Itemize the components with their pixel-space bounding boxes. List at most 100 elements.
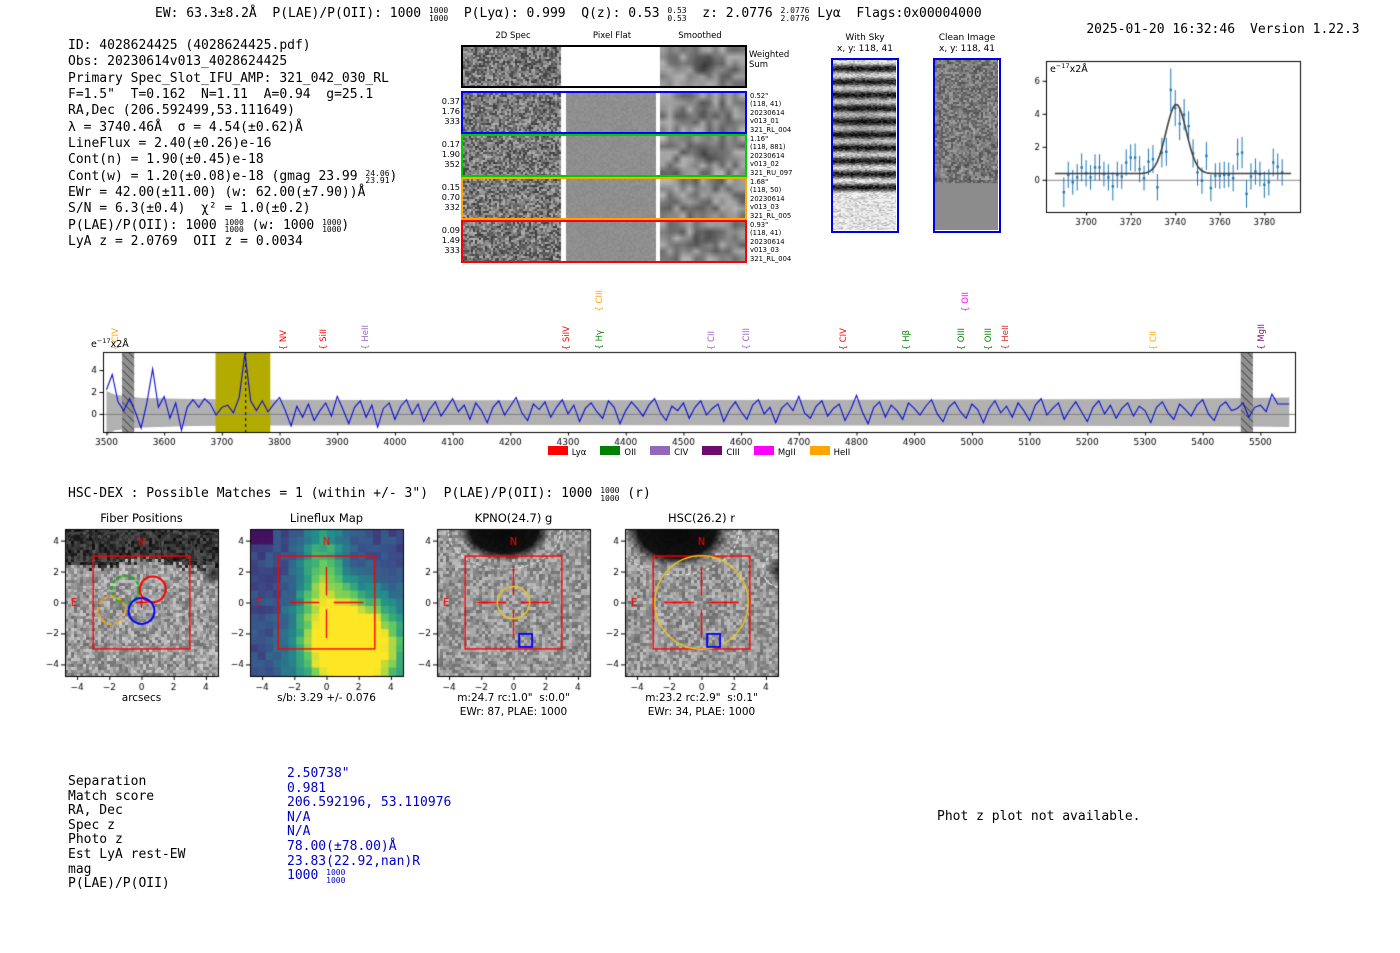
- spec2d-row-left-stats: 0.15 0.70 332: [441, 182, 460, 212]
- cutout-title-fiber-positions: Fiber Positions: [100, 511, 183, 525]
- report-timestamp: 2025-01-20 16:32:46: [1086, 22, 1236, 38]
- match-label-radec: RA, Dec: [68, 803, 123, 819]
- line-fit-ylabel: e−17x2Å: [1050, 62, 1088, 76]
- info-line-seeing: F=1.5" T=0.162 N=1.11 A=0.94 g=25.1: [68, 87, 374, 103]
- col-header-pixel-flat: Pixel Flat: [592, 31, 632, 41]
- spec2d-row-image: [463, 93, 745, 132]
- match-value-est-ew: 78.00(±78.00)Å: [287, 838, 397, 854]
- spec2d-row: [461, 91, 747, 134]
- match-label-specz: Spec z: [68, 817, 115, 833]
- match-value-score: 0.981: [287, 780, 327, 796]
- legend-swatch: [600, 446, 621, 455]
- summary-header-line: EW: 63.3±8.2Å P(LAE)/P(OII): 1000 1000 10…: [155, 5, 982, 23]
- legend-item-lyα: Lyα: [547, 446, 586, 458]
- info-line-cont-w: Cont(w) = 1.20(±0.08)e-18 (gmag 23.99 24…: [68, 168, 398, 186]
- spec2d-row: [461, 134, 747, 177]
- legend-item-heii: HeII: [809, 446, 850, 458]
- col-header-2d-spec: 2D Spec: [495, 31, 531, 41]
- info-line-cont-n: Cont(n) = 1.90(±0.45)e-18: [68, 152, 264, 168]
- spec2d-row: [461, 177, 747, 220]
- match-table-values: 2.50738" 0.981 206.592196, 53.110976 N/A…: [287, 766, 452, 885]
- cutout-title-kpno: KPNO(24.7) g: [474, 511, 553, 525]
- spec2d-row-left-stats: 0.17 1.90 352: [441, 139, 460, 169]
- match-label-score: Match score: [68, 788, 155, 804]
- legend-swatch: [650, 446, 671, 455]
- fiber-positions-xlabel: arcsecs: [121, 692, 162, 704]
- spectrum-legend: Lyα OII CIV CIII MgII HeII: [88, 446, 1310, 458]
- report-meta: 2025-01-20 16:32:46 Version 1.22.3: [1055, 6, 1360, 55]
- info-line-ewr: EWr = 42.00(±11.00) (w: 62.00(±7.90))Å: [68, 185, 366, 201]
- info-line-obs: Obs: 20230614v013_4028624425: [68, 54, 288, 70]
- spec2d-row-left-stats: 0.37 1.76 333: [441, 96, 460, 126]
- info-line-id: ID: 4028624425 (4028624425.pdf): [68, 38, 311, 53]
- full-spectrum-plot: [88, 342, 1310, 462]
- fiber-positions-cutout: [39, 527, 225, 693]
- hsc-aperture-label: m:23.2 rc:2.9" s:0.1": [645, 692, 758, 704]
- legend-swatch: [809, 446, 830, 455]
- weighted-sum-image: [463, 47, 745, 86]
- match-label-photoz: Photo z: [68, 832, 123, 848]
- hsc-dex-match-line: HSC-DEX : Possible Matches = 1 (within +…: [68, 485, 651, 503]
- emission-line-label-ciii: { CIII: [594, 290, 605, 312]
- clean-image: [935, 60, 998, 230]
- legend-item-civ: CIV: [650, 446, 688, 458]
- info-line-sn-chi2: S/N = 6.3(±0.4) χ² = 1.0(±0.2): [68, 201, 311, 217]
- info-line-redshifts: LyA z = 2.0769 OII z = 0.0034: [68, 234, 303, 250]
- legend-swatch: [547, 446, 568, 455]
- with-sky-coords: x, y: 118, 41: [837, 44, 893, 54]
- spectrum-line-labels: { CIV{ NV{ SiII{ HeII{ SiIV{ CIII{ Hγ{ C…: [88, 268, 1310, 352]
- legend-swatch: [753, 446, 774, 455]
- with-sky-panel: [831, 58, 899, 233]
- legend-swatch: [702, 446, 723, 455]
- match-label-plae: P(LAE)/P(OII): [68, 876, 170, 892]
- match-value-photoz: N/A: [287, 824, 311, 840]
- kpno-ewr-label: EWr: 87, PLAE: 1000: [459, 706, 568, 718]
- info-line-primary-spec: Primary Spec_Slot_IFU_AMP: 321_042_030_R…: [68, 70, 389, 86]
- hsc-r-cutout: [599, 527, 785, 693]
- with-sky-image: [833, 60, 896, 230]
- match-value-radec: 206.592196, 53.110976: [287, 795, 452, 811]
- spec2d-row-right-info: 1.68" (118, 50) 20230614 v013_03 321_RL_005: [750, 178, 792, 220]
- match-value-plae: 1000 1000 1000: [287, 868, 346, 885]
- legend-item-mgii: MgII: [753, 446, 796, 458]
- clean-image-title: Clean Image: [938, 33, 996, 43]
- match-label-mag: mag: [68, 861, 92, 877]
- full-spectrum-ylabel: e−17x2Å: [91, 337, 129, 351]
- clean-image-panel: [933, 58, 1001, 233]
- spec2d-row-image: [463, 222, 745, 261]
- spec2d-row-image: [463, 179, 745, 218]
- report-version: Version 1.22.3: [1250, 22, 1360, 38]
- with-sky-title: With Sky: [845, 33, 885, 43]
- spec2d-row-right-info: 1.16" (118, 881) 20230614 v013_02 321_RU_097: [750, 135, 793, 177]
- hsc-ewr-label: EWr: 34, PLAE: 1000: [647, 706, 756, 718]
- info-line-plae: P(LAE)/P(OII): 1000 1000 1000 (w: 1000 10…: [68, 217, 350, 235]
- lineflux-map-cutout: [224, 527, 410, 693]
- line-fit-plot: [1020, 45, 1320, 235]
- info-line-wavelength: λ = 3740.46Å σ = 4.54(±0.62)Å: [68, 119, 303, 135]
- match-label-separation: Separation: [68, 774, 147, 789]
- detection-info-block: ID: 4028624425 (4028624425.pdf) Obs: 202…: [68, 38, 397, 250]
- lineflux-map-xlabel: s/b: 3.29 +/- 0.076: [277, 692, 376, 704]
- spec2d-row: [461, 220, 747, 263]
- clean-image-coords: x, y: 118, 41: [939, 44, 995, 54]
- spec2d-row-image: [463, 136, 745, 175]
- kpno-g-cutout: [411, 527, 597, 693]
- cutout-title-lineflux-map: Lineflux Map: [289, 511, 364, 525]
- weighted-sum-strip: [461, 45, 747, 88]
- match-value-specz: N/A: [287, 809, 311, 825]
- emission-line-label-oii: { OII: [960, 292, 971, 312]
- match-value-separation: 2.50738": [287, 766, 350, 781]
- spec2d-row-left-stats: 0.09 1.49 333: [441, 225, 460, 255]
- match-label-est-ew: Est LyA rest-EW: [68, 846, 186, 862]
- col-header-smoothed: Smoothed: [678, 31, 722, 41]
- match-value-mag: 23.83(22.92,nan)R: [287, 853, 421, 869]
- spec2d-row-right-info: 0.93" (118, 41) 20230614 v013_03 321_RL_004: [750, 221, 792, 263]
- weighted-sum-label: Weighted Sum: [749, 50, 790, 70]
- legend-item-oii: OII: [600, 446, 636, 458]
- cutout-title-hsc: HSC(26.2) r: [668, 511, 735, 525]
- kpno-aperture-label: m:24.7 rc:1.0" s:0.0": [457, 692, 570, 704]
- match-table-labels: Separation Match score RA, Dec Spec z Ph…: [68, 774, 186, 892]
- spec2d-row-right-info: 0.52" (118, 41) 20230614 v013_01 321_RL_004: [750, 92, 792, 134]
- legend-item-ciii: CIII: [702, 446, 740, 458]
